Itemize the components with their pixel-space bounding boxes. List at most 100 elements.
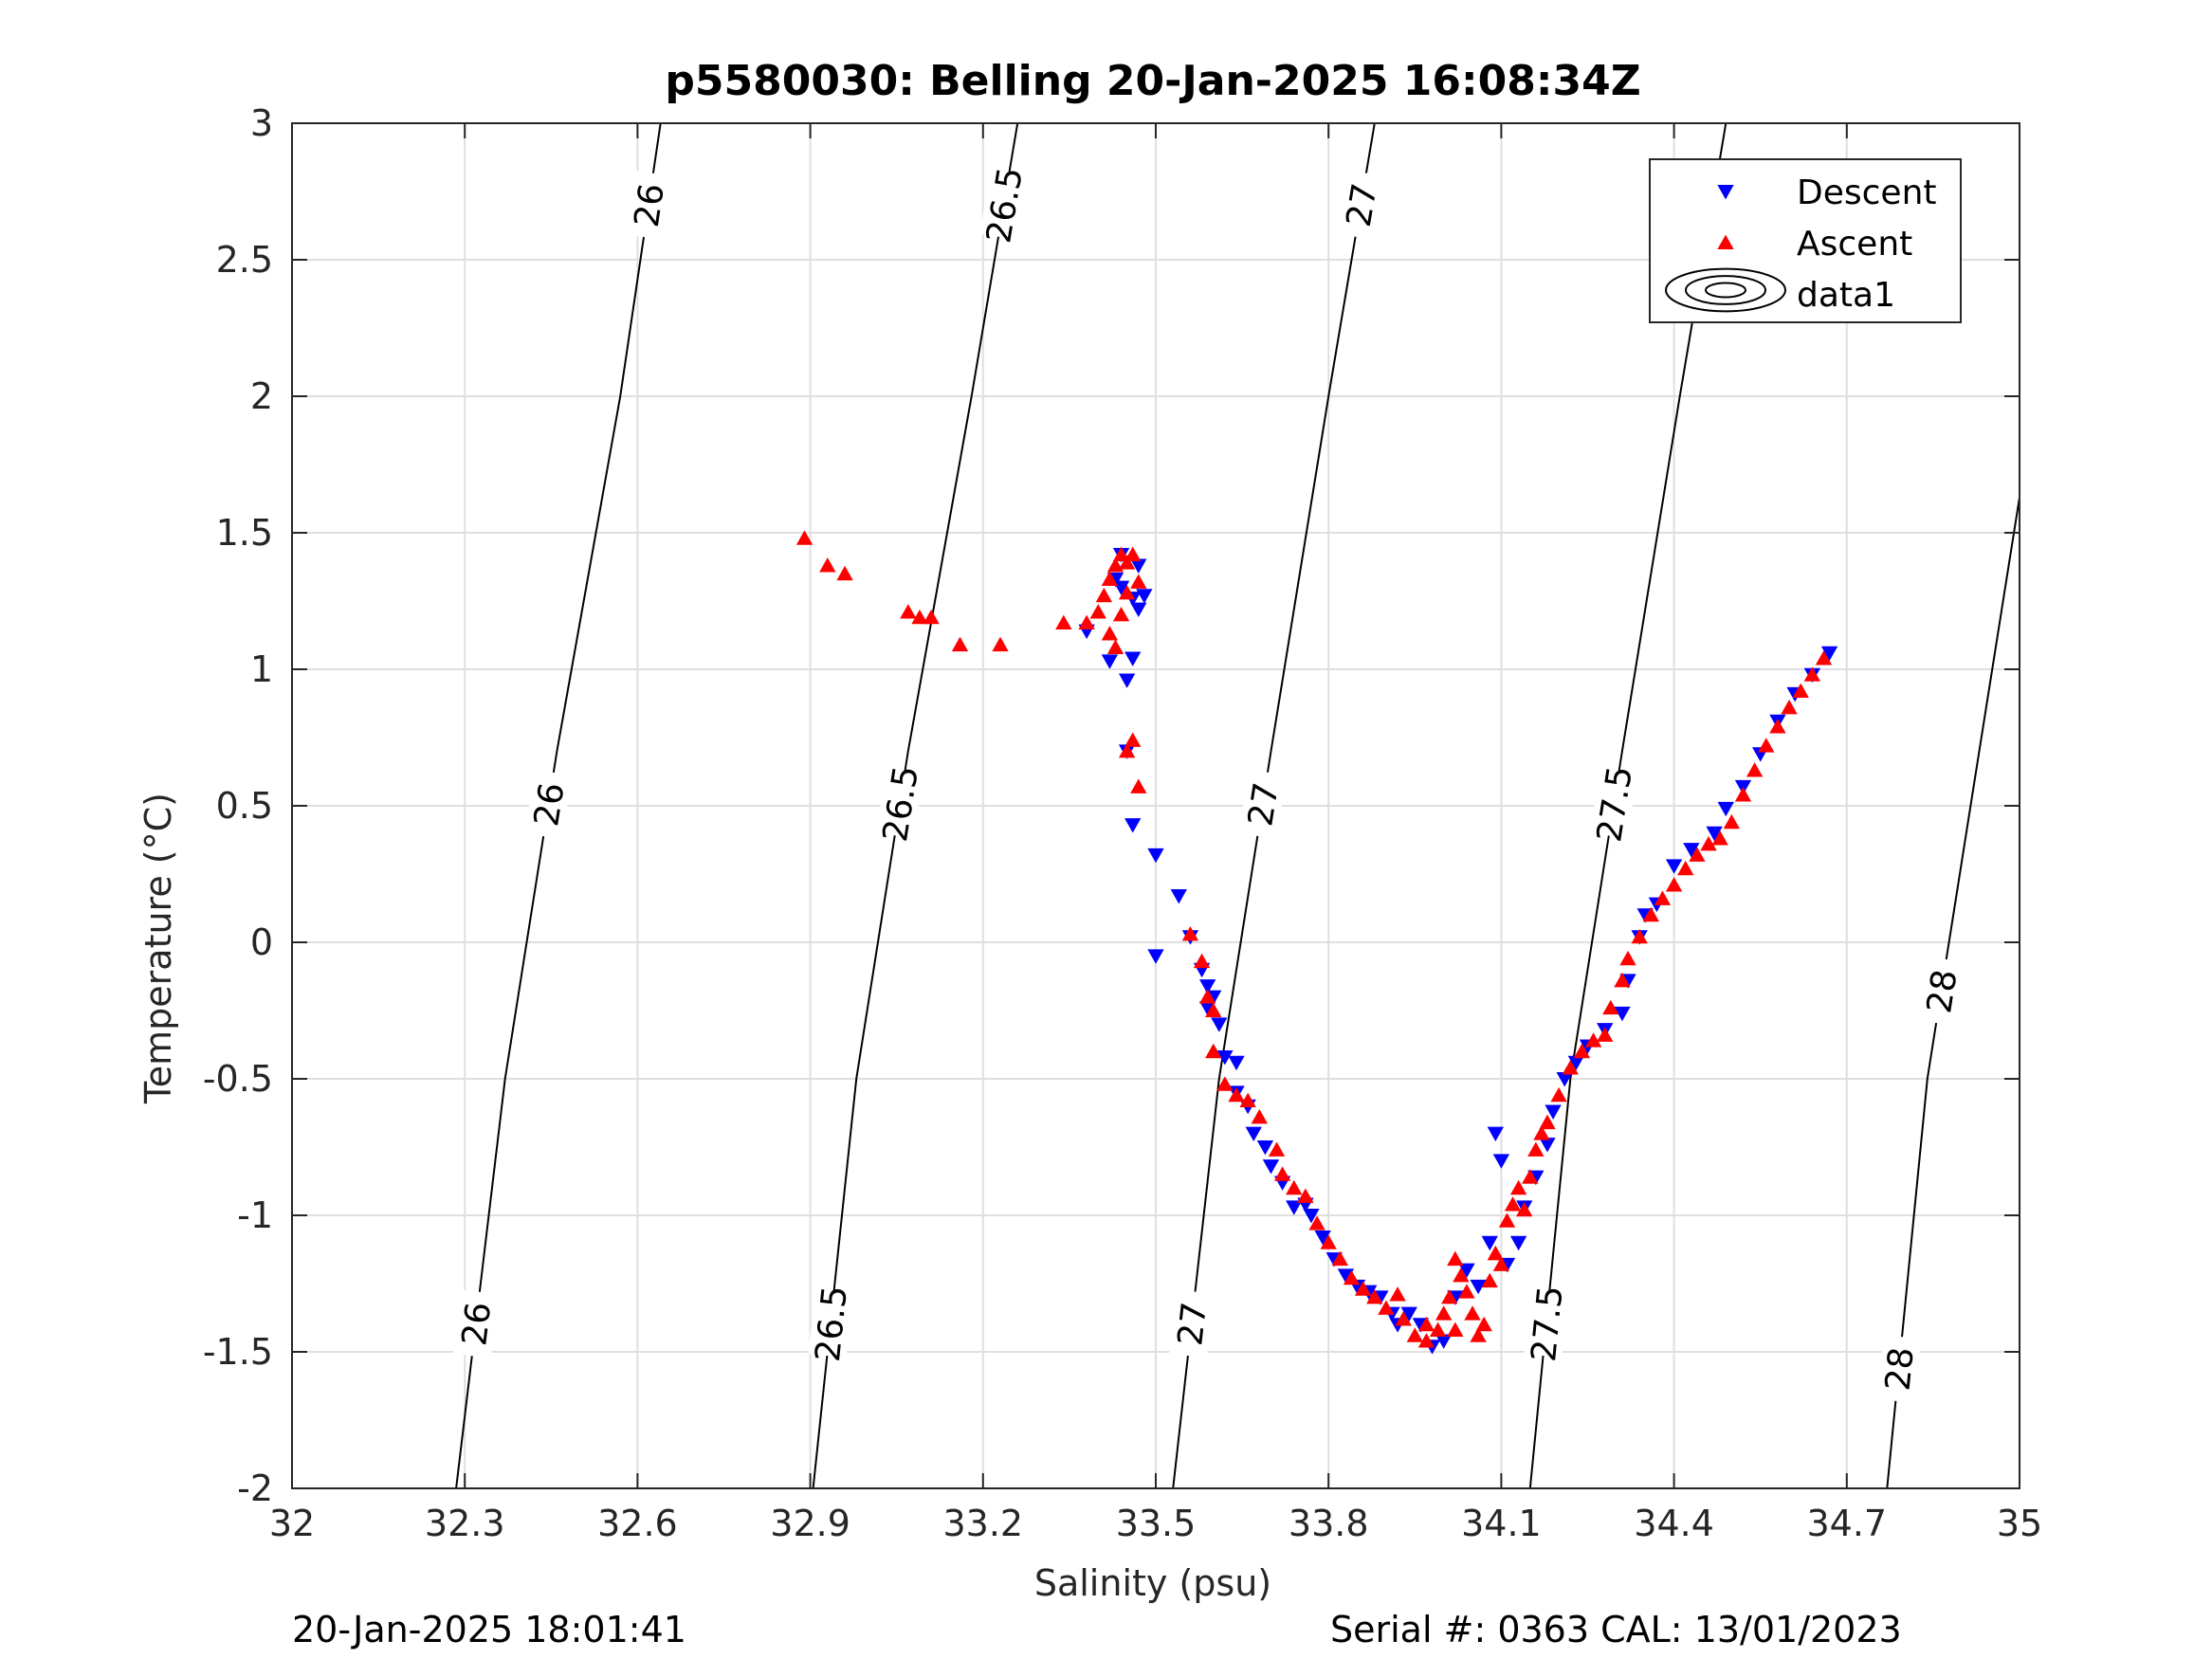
- y-tick-label: 0.5: [216, 785, 273, 827]
- ascent-point: [1769, 719, 1786, 734]
- ascent-point: [1723, 813, 1741, 830]
- ascent-point: [1475, 1316, 1492, 1332]
- descent-point: [1820, 646, 1838, 662]
- descent-point: [1400, 1306, 1417, 1322]
- descent-point: [1262, 1159, 1280, 1175]
- x-tick-label: 33.2: [942, 1503, 1023, 1544]
- legend-marker-contour: [1705, 282, 1746, 299]
- descent-point: [1487, 1126, 1505, 1141]
- ascent-point: [1343, 1269, 1361, 1285]
- y-tick-label: 2.5: [216, 239, 273, 281]
- descent-point: [1286, 1200, 1303, 1215]
- ascent-point: [795, 530, 814, 545]
- ascent-point: [1562, 1060, 1579, 1075]
- ascent-point: [1331, 1250, 1349, 1267]
- x-tick-label: 34.1: [1461, 1503, 1542, 1544]
- ascent-point: [1216, 1076, 1234, 1091]
- ascent-point: [1815, 650, 1833, 665]
- contour-label-bg: [808, 1289, 853, 1358]
- x-tick-label: 33.5: [1116, 1503, 1197, 1544]
- contour-label-bg: [1590, 769, 1638, 839]
- y-tick-label: 0: [250, 921, 273, 963]
- ascent-point: [1533, 1125, 1550, 1140]
- ascent-point: [1677, 860, 1694, 876]
- descent-point: [1198, 979, 1216, 994]
- ascent-point: [1366, 1289, 1383, 1304]
- ascent-point: [1481, 1272, 1498, 1288]
- ascent-point: [1642, 906, 1659, 922]
- ascent-point: [1516, 1201, 1533, 1217]
- ascent-point: [1614, 972, 1631, 988]
- ascent-point: [1239, 1092, 1256, 1108]
- contour-label-bg: [524, 769, 573, 840]
- ascent-point: [1492, 1256, 1510, 1271]
- ascent-point: [1573, 1043, 1591, 1059]
- descent-point: [1683, 843, 1700, 858]
- descent-point: [1228, 1055, 1245, 1071]
- contour-label: 28: [1879, 1345, 1922, 1393]
- ascent-point: [1665, 877, 1683, 892]
- ascent-point: [1112, 546, 1130, 562]
- ascent-point: [1498, 1212, 1516, 1228]
- ascent-point: [1228, 1086, 1245, 1103]
- chart-title: p5580030: Belling 20-Jan-2025 16:08:34Z: [665, 57, 1640, 105]
- contour-label-bg: [452, 1289, 499, 1358]
- contour-label-bg: [1917, 956, 1965, 1027]
- ascent-point: [1095, 587, 1113, 603]
- y-tick-label: 3: [250, 102, 273, 144]
- descent-point: [1337, 1268, 1355, 1284]
- ascent-point: [1584, 1032, 1602, 1048]
- contour-label: 26: [628, 181, 672, 229]
- ascent-point: [1378, 1300, 1395, 1315]
- legend-label: data1: [1797, 276, 1895, 315]
- legend-box: [1649, 158, 1962, 323]
- y-tick-label: -0.5: [203, 1058, 273, 1100]
- ascent-point: [1124, 546, 1142, 562]
- ascent-point: [1447, 1322, 1464, 1337]
- ascent-point: [1055, 614, 1072, 630]
- descent-point: [1216, 1049, 1234, 1066]
- descent-point: [1170, 889, 1187, 904]
- x-tick-label: 34.4: [1634, 1503, 1714, 1544]
- ascent-point: [1734, 787, 1752, 802]
- ascent-point: [1597, 1027, 1614, 1042]
- contour-label-bg: [1524, 1289, 1569, 1358]
- descent-point: [1567, 1055, 1585, 1071]
- ascent-point: [1654, 890, 1672, 905]
- ascent-point: [836, 565, 853, 581]
- descent-point: [1470, 1279, 1487, 1295]
- ascent-point: [1193, 953, 1211, 969]
- descent-point: [1314, 1231, 1331, 1246]
- ascent-point: [1205, 1002, 1222, 1017]
- ascent-point: [1453, 1267, 1470, 1283]
- ascent-point: [1268, 1141, 1286, 1157]
- contour-label: 26: [527, 780, 573, 830]
- ascent-point: [1106, 639, 1124, 654]
- legend-label: Descent: [1797, 173, 1937, 212]
- ascent-point: [1205, 1043, 1222, 1059]
- descent-point: [1717, 801, 1734, 817]
- ascent-point: [1464, 1305, 1481, 1321]
- footer-serial-cal: Serial #: 0363 CAL: 13/01/2023: [1330, 1609, 1902, 1650]
- footer-timestamp: 20-Jan-2025 18:01:41: [292, 1609, 686, 1650]
- ascent-point: [1522, 1169, 1539, 1184]
- ascent-point: [1441, 1289, 1458, 1304]
- ascent-point: [1758, 738, 1775, 753]
- descent-point: [1147, 848, 1164, 864]
- contour-label-bg: [875, 768, 924, 839]
- ascent-point: [1487, 1245, 1505, 1261]
- ascent-point: [1527, 1141, 1545, 1157]
- ascent-point: [1470, 1327, 1487, 1342]
- ascent-point: [1509, 1179, 1527, 1195]
- ascent-point: [1602, 999, 1619, 1015]
- legend-marker-ascent: [1717, 234, 1734, 249]
- ascent-point: [1417, 1316, 1435, 1332]
- x-tick-label: 33.8: [1289, 1503, 1369, 1544]
- contour-line-27: [1172, 122, 1376, 1489]
- ascent-point: [1781, 699, 1798, 715]
- legend-label: Ascent: [1797, 225, 1912, 264]
- descent-point: [1481, 1235, 1498, 1251]
- descent-point: [1130, 558, 1147, 574]
- descent-point: [1245, 1126, 1262, 1141]
- x-axis-label: Salinity (psu): [1034, 1562, 1271, 1604]
